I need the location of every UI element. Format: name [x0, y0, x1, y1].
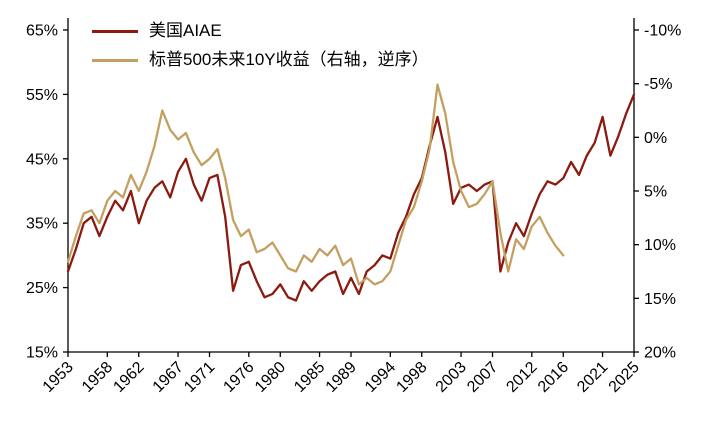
y-left-tick-label: 15% [26, 345, 58, 362]
y-left-tick-label: 25% [26, 280, 58, 297]
x-tick-label: 1971 [181, 359, 218, 396]
y-right-tick-label: 5% [644, 184, 667, 201]
x-tick-label: 1989 [323, 359, 360, 396]
x-tick-label: 1994 [362, 359, 399, 396]
y-right-tick-label: -10% [644, 23, 681, 40]
y-left-tick-label: 55% [26, 87, 58, 104]
x-tick-label: 1980 [252, 359, 289, 396]
x-tick-label: 1985 [291, 359, 328, 396]
legend-line-sp500-10y [92, 58, 138, 62]
x-tick-label: 2016 [535, 359, 572, 396]
x-tick-label: 1998 [393, 359, 430, 396]
x-tick-label: 1976 [220, 359, 257, 396]
chart-legend: 美国AIAE 标普500未来10Y收益（右轴，逆序） [92, 20, 429, 71]
x-tick-label: 1953 [40, 359, 77, 396]
legend-label-sp500-10y: 标普500未来10Y收益（右轴，逆序） [149, 50, 429, 70]
y-right-tick-label: 20% [644, 345, 676, 362]
y-right-tick-label: 10% [644, 237, 676, 254]
legend-item-sp500-10y: 标普500未来10Y收益（右轴，逆序） [92, 49, 429, 71]
x-tick-label: 1958 [79, 359, 116, 396]
y-left-tick-label: 45% [26, 151, 58, 168]
y-left-tick-label: 65% [26, 23, 58, 40]
legend-label-aiae: 美国AIAE [149, 21, 222, 40]
series-line-0 [66, 93, 636, 302]
x-tick-label: 1962 [110, 359, 147, 396]
x-tick-label: 2007 [464, 359, 501, 396]
x-tick-label: 1967 [150, 359, 187, 396]
series-line-1 [66, 83, 565, 286]
x-tick-label: 2021 [574, 359, 611, 396]
legend-item-aiae: 美国AIAE [92, 20, 429, 42]
y-right-tick-label: 0% [644, 130, 667, 147]
x-tick-label: 2003 [433, 359, 470, 396]
y-right-tick-label: -5% [644, 76, 672, 93]
x-tick-label: 2025 [606, 359, 643, 396]
legend-line-aiae [92, 29, 138, 33]
y-right-tick-label: 15% [644, 291, 676, 308]
y-left-tick-label: 35% [26, 216, 58, 233]
x-tick-label: 2012 [503, 359, 540, 396]
